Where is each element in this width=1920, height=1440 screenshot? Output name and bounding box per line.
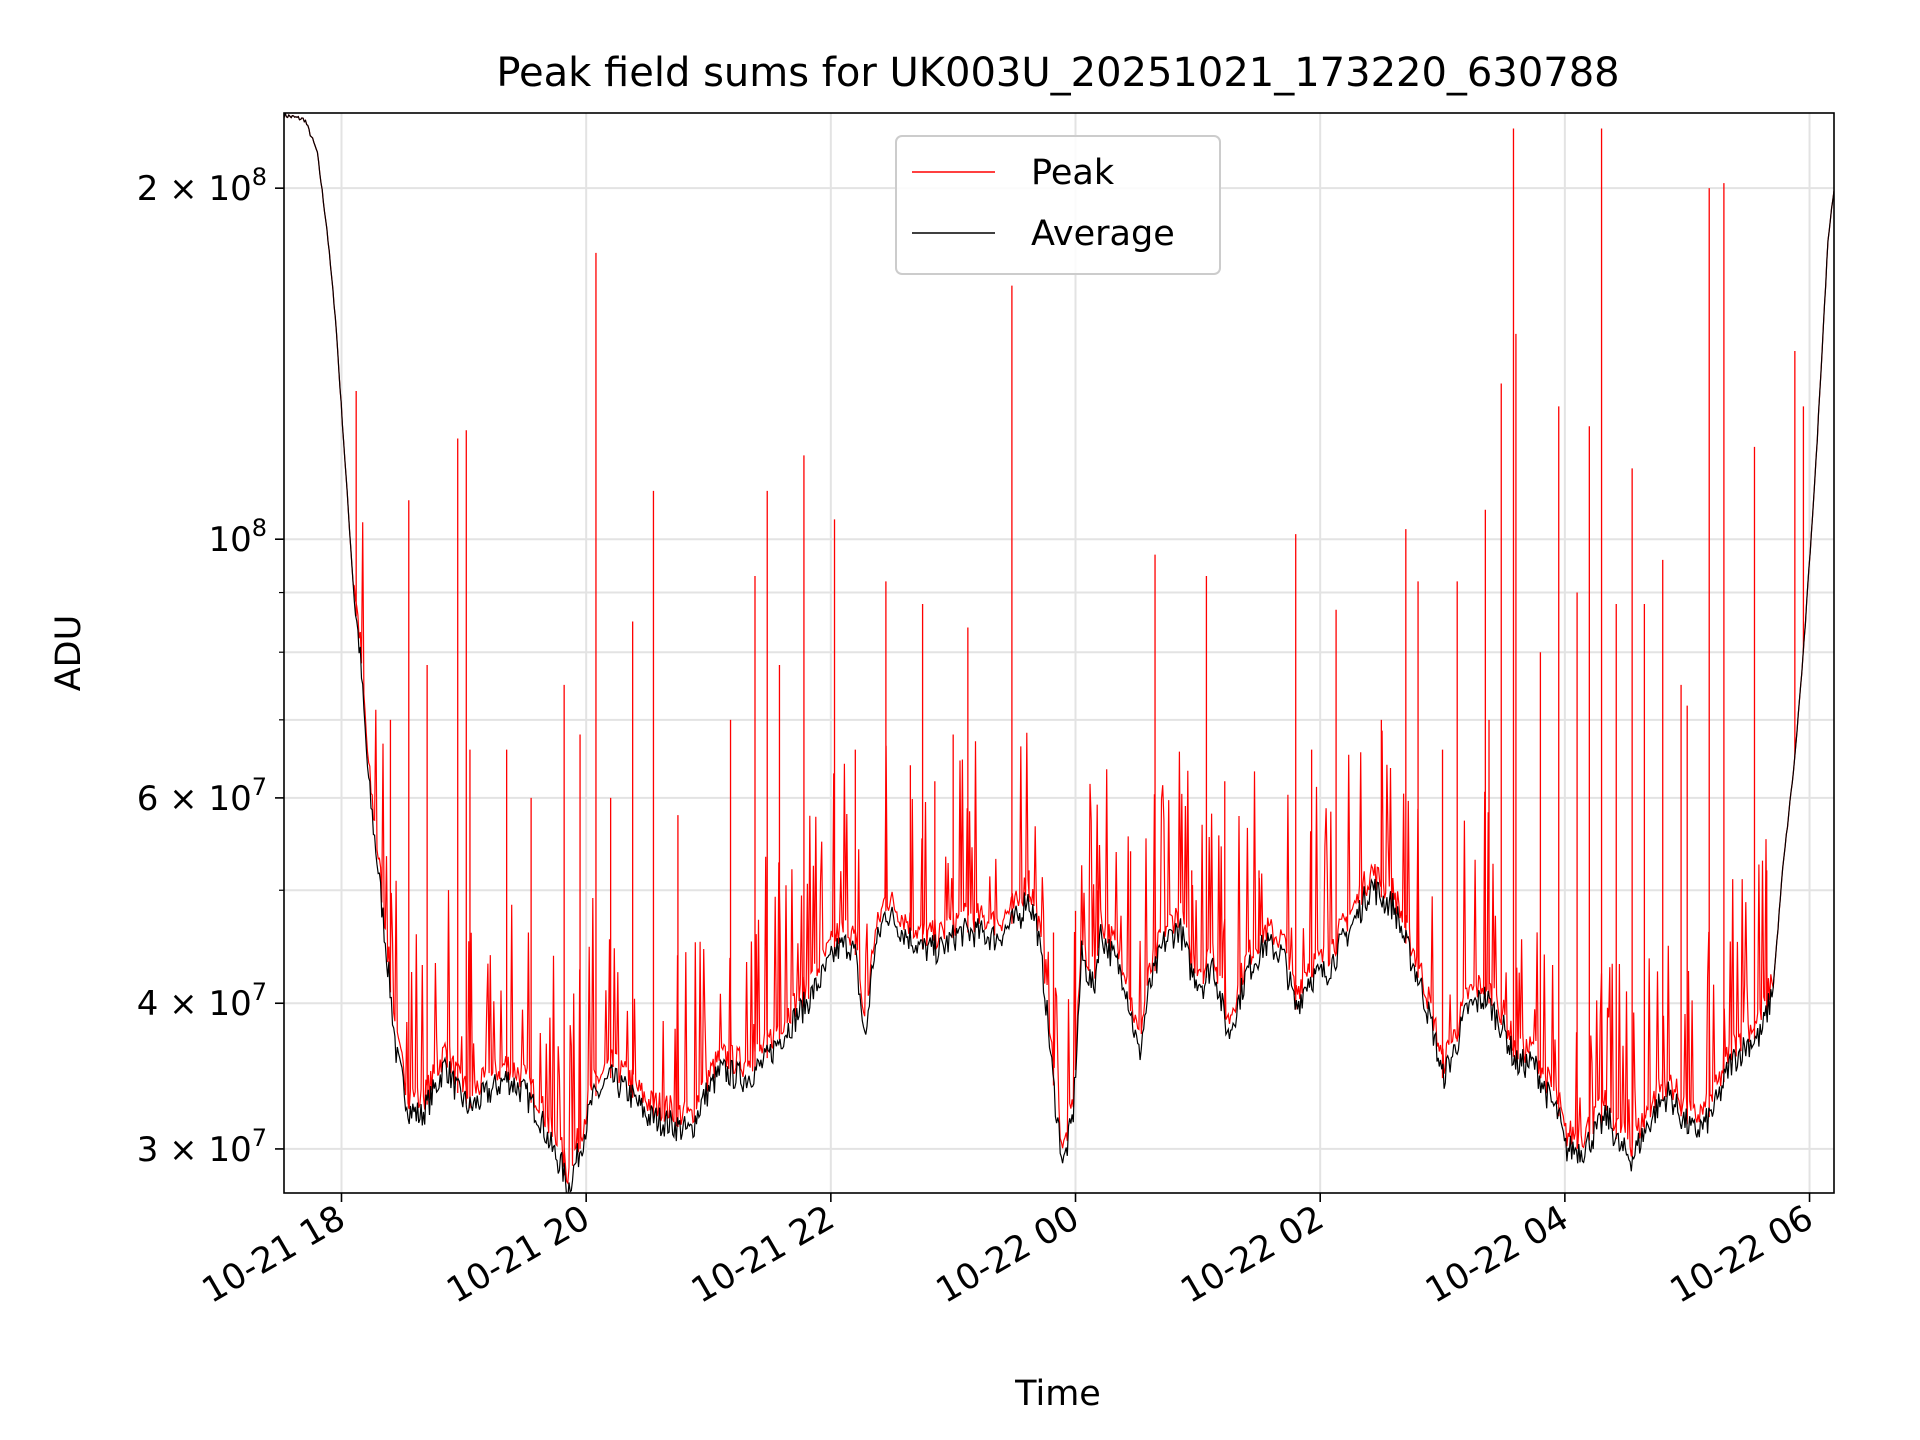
x-axis-label: Time xyxy=(1014,1374,1101,1414)
y-tick-label: 6 × 107 xyxy=(137,773,267,819)
legend-average-label: Average xyxy=(1031,214,1175,254)
y-tick-label: 108 xyxy=(208,514,267,560)
y-tick-label: 2 × 108 xyxy=(137,163,267,209)
legend-peak-label: Peak xyxy=(1031,153,1115,193)
chart-title: Peak field sums for UK003U_20251021_1732… xyxy=(496,50,1619,96)
plot-frame xyxy=(283,112,1835,1194)
y-axis-label: ADU xyxy=(49,615,89,692)
y-tick-label: 4 × 107 xyxy=(137,978,267,1024)
legend: Peak Average xyxy=(895,135,1221,275)
grid xyxy=(284,113,1834,1193)
y-axis: 3 × 107 4 × 107 6 × 107 108 2 × 108 xyxy=(137,163,284,1170)
plot-area xyxy=(284,113,1834,1193)
average-series-line xyxy=(284,113,1834,1193)
legend-box xyxy=(895,135,1221,275)
peak-series-line xyxy=(284,113,1834,1185)
y-tick-label: 3 × 107 xyxy=(137,1124,267,1170)
